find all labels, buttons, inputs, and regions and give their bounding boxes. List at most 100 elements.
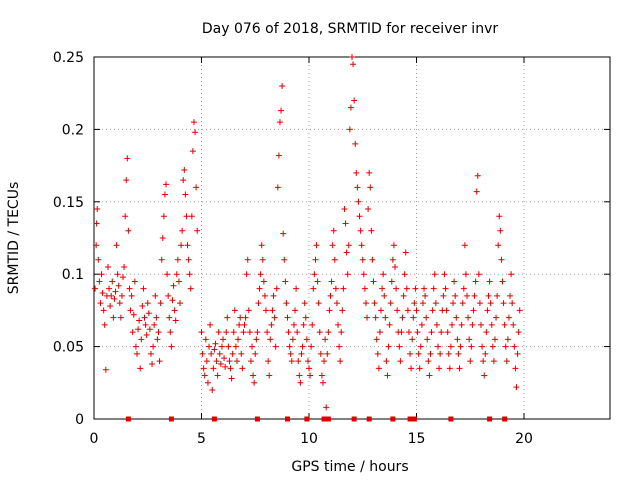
data-point <box>382 314 389 321</box>
data-point <box>375 365 382 372</box>
data-point <box>381 292 388 299</box>
data-point <box>356 213 363 220</box>
data-point <box>438 329 445 336</box>
data-point <box>127 307 134 314</box>
data-point <box>344 271 351 278</box>
data-point <box>122 213 129 220</box>
data-point <box>290 321 297 328</box>
data-point <box>137 365 144 372</box>
data-point <box>201 372 208 379</box>
data-point <box>263 307 269 314</box>
data-point <box>218 343 225 350</box>
data-point <box>203 358 210 365</box>
data-point <box>116 300 123 307</box>
data-point <box>448 321 455 328</box>
data-point <box>476 300 483 307</box>
data-point <box>128 292 135 299</box>
data-point <box>259 256 266 263</box>
data-point <box>408 365 415 372</box>
data-point <box>181 166 188 173</box>
data-point <box>324 350 331 357</box>
data-point <box>330 227 337 234</box>
data-point <box>515 329 522 336</box>
data-point <box>332 285 339 292</box>
data-point <box>494 292 501 299</box>
axis-markers <box>125 416 508 422</box>
data-point <box>120 274 127 281</box>
data-point <box>444 329 451 336</box>
data-point <box>123 177 130 184</box>
data-point <box>361 285 368 292</box>
data-point <box>97 300 104 307</box>
data-points <box>92 54 523 411</box>
data-point <box>374 350 381 357</box>
data-point <box>309 321 316 328</box>
data-point <box>131 278 138 285</box>
data-point <box>371 300 378 307</box>
data-point <box>132 343 139 350</box>
data-point <box>180 177 187 184</box>
data-point <box>422 292 429 299</box>
data-point <box>364 314 371 321</box>
data-point <box>452 292 459 299</box>
data-point <box>249 343 256 350</box>
data-point <box>325 329 332 336</box>
data-point <box>389 256 396 263</box>
data-point <box>396 343 403 350</box>
data-point <box>161 191 168 198</box>
axis-marker <box>407 416 413 422</box>
data-point <box>238 350 245 357</box>
data-point <box>432 300 439 307</box>
data-point <box>233 358 240 365</box>
data-point <box>121 263 128 270</box>
data-point <box>407 350 414 357</box>
data-point <box>493 314 500 321</box>
data-point <box>112 288 119 295</box>
data-point <box>126 285 133 292</box>
data-point <box>456 365 463 372</box>
plot-frame <box>93 56 611 420</box>
data-point <box>358 242 365 249</box>
data-point <box>409 336 416 343</box>
data-point <box>466 336 473 343</box>
data-point <box>258 242 265 249</box>
data-point <box>95 256 102 263</box>
data-point <box>243 271 250 278</box>
x-tick-label: 0 <box>90 431 99 447</box>
data-point <box>319 379 326 386</box>
data-point <box>503 358 510 365</box>
data-point <box>512 365 519 372</box>
data-point <box>431 271 438 278</box>
data-point <box>368 227 375 234</box>
data-point <box>170 282 177 289</box>
x-tick-label: 10 <box>300 431 318 447</box>
data-point <box>367 184 374 191</box>
data-point <box>213 358 220 365</box>
data-point <box>313 242 320 249</box>
data-point <box>360 271 367 278</box>
data-point <box>251 379 258 386</box>
data-point <box>473 188 480 195</box>
data-point <box>387 300 394 307</box>
data-point <box>135 326 142 333</box>
data-point <box>404 307 411 314</box>
data-point <box>136 317 143 324</box>
data-point <box>366 169 373 176</box>
data-point <box>482 350 489 357</box>
data-point <box>430 285 437 292</box>
data-point <box>183 213 190 220</box>
y-tick-label: 0.05 <box>53 340 84 356</box>
data-point <box>253 336 260 343</box>
data-point <box>342 220 349 227</box>
data-point <box>419 300 426 307</box>
data-point <box>359 256 366 263</box>
data-point <box>331 256 338 263</box>
data-point <box>211 346 218 353</box>
data-point <box>93 220 100 227</box>
data-point <box>281 256 288 263</box>
data-point <box>335 321 342 328</box>
data-point <box>269 307 276 314</box>
data-point <box>198 329 205 336</box>
data-point <box>174 256 181 263</box>
data-point <box>256 285 263 292</box>
